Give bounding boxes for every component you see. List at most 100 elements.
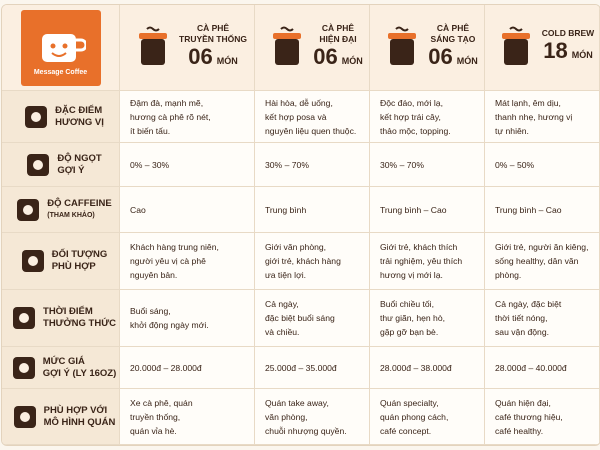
header-text: CÀ PHÊ SÁNG TẠO 06 MÓN xyxy=(428,23,477,73)
cell-line: văn phòng, xyxy=(265,411,308,422)
icon xyxy=(501,26,530,65)
table-cell: Cả ngày, đặc biệt thời tiết nóng, sau vận … xyxy=(485,290,600,347)
icon xyxy=(388,26,417,65)
cell-line: hương vị mới lạ. xyxy=(380,270,443,280)
count-unit: MÓN xyxy=(571,50,593,60)
cell-line: Buổi chiều tối, xyxy=(380,299,434,309)
label-text: ĐẶC ĐIỂM HƯƠNG VỊ xyxy=(55,105,104,129)
count-unit: MÓN xyxy=(341,55,363,66)
logo-cup xyxy=(41,33,86,62)
cell-line: café concept. xyxy=(380,425,432,436)
cell-line: Hài hòa, dễ uống, xyxy=(265,97,333,108)
label-line: GỢI Ý (LY 16OZ) xyxy=(42,367,117,379)
cell-line: sau vận động. xyxy=(495,327,549,337)
icon xyxy=(21,250,44,272)
icon xyxy=(12,356,35,379)
logo-text: Message Coffee xyxy=(33,68,88,76)
label-note: (THAM KHẢO) xyxy=(47,211,95,219)
title-line: CÀ PHÊ xyxy=(321,22,355,33)
table-cell: 30% – 70% xyxy=(370,143,485,187)
cell-line: sống healthy, dân văn phòng. xyxy=(495,256,579,280)
label-text: PHÙ HỢP VỚI MÔ HÌNH QUÁN xyxy=(44,405,116,429)
icon xyxy=(13,405,36,428)
table-cell: Giới văn phòng, giới trẻ, khách hàng ưa ti… xyxy=(255,233,370,290)
cell-line: Buổi sáng, xyxy=(130,306,171,316)
table-cell: Trung bình – Cao xyxy=(485,187,600,233)
cell-line: chuỗi nhượng quyền. xyxy=(265,425,347,436)
cell-line: khởi động ngày mới. xyxy=(130,320,209,330)
table-cell: Cả ngày, đặc biệt buổi sáng và chiều. xyxy=(255,290,370,347)
column-title: CÀ PHÊ TRUYỀN THỐNG xyxy=(179,23,247,45)
label-line: MÔ HÌNH QUÁN xyxy=(43,416,116,428)
table-cell: 0% – 50% xyxy=(485,143,600,187)
item-count: 06 MÓN xyxy=(313,43,363,69)
table-cell: Giới trẻ, người ăn kiêng, sống healthy, d… xyxy=(485,233,600,290)
cell-line: Xe cà phê, quán xyxy=(130,397,193,408)
table-cell: Độc đáo, mới lạ, kết hợp trái cây, thảo mộ… xyxy=(370,91,485,143)
table-cell: Buổi chiều tối, thư giãn, hẹn hò, gặp gỡ b… xyxy=(370,290,485,347)
cell-line: Trung bình – Cao xyxy=(495,204,562,215)
label-line: THỜI ĐIỂM xyxy=(43,306,93,317)
icon xyxy=(27,153,50,176)
cell-line: trải nghiệm, yêu thích xyxy=(380,256,463,266)
row-label: ĐỘ NGỌT GỢI Ý xyxy=(2,143,120,187)
cell-line: Quán hiện đại, xyxy=(495,397,551,408)
cell-line: Giới văn phòng, xyxy=(265,242,327,252)
table-cell: Quán take away, văn phòng, chuỗi nhượng qu… xyxy=(255,389,370,445)
icon xyxy=(13,307,36,329)
title-line: COLD BREW xyxy=(541,28,595,38)
count-unit: MÓN xyxy=(216,55,238,66)
cell-line: café thương hiệu, xyxy=(495,411,563,422)
cell-line: Cả ngày, xyxy=(265,299,299,309)
header-text: COLD BREW 18 MÓN xyxy=(542,28,594,67)
cell-line: ít biến tấu. xyxy=(130,125,171,136)
item-count: 06 MÓN xyxy=(188,43,238,69)
table-cell: Trung bình – Cao xyxy=(370,187,485,233)
label-text: ĐỘ CAFFEINE (THAM KHẢO) xyxy=(47,198,111,222)
cell-line: nguyên bản. xyxy=(130,270,178,280)
cell-line: Giới trẻ, người ăn kiêng, xyxy=(495,242,589,252)
column-header: CÀ PHÊ HIỆN ĐẠI 06 MÓN xyxy=(255,5,370,91)
label-line: ĐỘ NGỌT xyxy=(57,152,102,164)
cell-line: thanh nhẹ, hương vị xyxy=(495,111,573,122)
title-line: CÀ PHÊ xyxy=(436,22,470,33)
row-label: MỨC GIÁ GỢI Ý (LY 16OZ) xyxy=(2,347,120,389)
row-label: PHÙ HỢP VỚI MÔ HÌNH QUÁN xyxy=(2,389,120,445)
icon xyxy=(273,26,302,65)
cell-line: 30% – 70% xyxy=(265,159,309,170)
cell-line: Độc đáo, mới lạ, xyxy=(380,97,443,108)
count-unit: MÓN xyxy=(456,55,478,66)
table-cell: Quán specialty, quán phong cách, café conc… xyxy=(370,389,485,445)
cell-line: thảo mộc, topping. xyxy=(380,125,451,136)
column-title: CÀ PHÊ SÁNG TẠO xyxy=(428,23,477,45)
label-line: GỢI Ý xyxy=(57,164,85,176)
cell-line: và chiều. xyxy=(265,327,300,337)
table-cell: 30% – 70% xyxy=(255,143,370,187)
cell-line: nguyên liệu quen thuộc. xyxy=(265,125,357,136)
cell-line: Cao xyxy=(130,204,146,215)
table-cell: Buổi sáng, khởi động ngày mới. xyxy=(120,290,255,347)
item-count: 18 MÓN xyxy=(543,38,593,63)
cell-line: Trung bình xyxy=(265,204,307,215)
label-text: MỨC GIÁ GỢI Ý (LY 16OZ) xyxy=(43,356,117,380)
cell-line: Cả ngày, đặc biệt xyxy=(495,299,562,309)
icon xyxy=(17,198,40,221)
table-cell: 20.000đ – 28.000đ xyxy=(120,347,255,389)
label-text: THỜI ĐIỂM THƯỞNG THỨC xyxy=(43,306,116,330)
icon xyxy=(25,105,48,128)
cell-line: thư giãn, hẹn hò, xyxy=(380,313,446,323)
cell-line: hương cà phê rõ nét, xyxy=(130,111,211,122)
table-cell: 25.000đ – 35.000đ xyxy=(255,347,370,389)
label-line: PHÙ HỢP VỚI xyxy=(43,404,108,416)
label-line: ĐẶC ĐIỂM xyxy=(55,104,103,116)
table-cell: Trung bình xyxy=(255,187,370,233)
label-line: PHÙ HỢP xyxy=(51,261,96,272)
cell-line: ưa tiện lợi. xyxy=(265,270,307,280)
cell-line: người yêu vị cà phê xyxy=(130,256,206,266)
cell-line: kết hợp trái cây, xyxy=(380,111,441,122)
title-line: CÀ PHÊ xyxy=(196,22,230,33)
cell-line: thời tiết nóng, xyxy=(495,313,548,323)
logo: Message Coffee xyxy=(20,9,101,86)
cell-line: truyền thống, xyxy=(130,411,181,422)
